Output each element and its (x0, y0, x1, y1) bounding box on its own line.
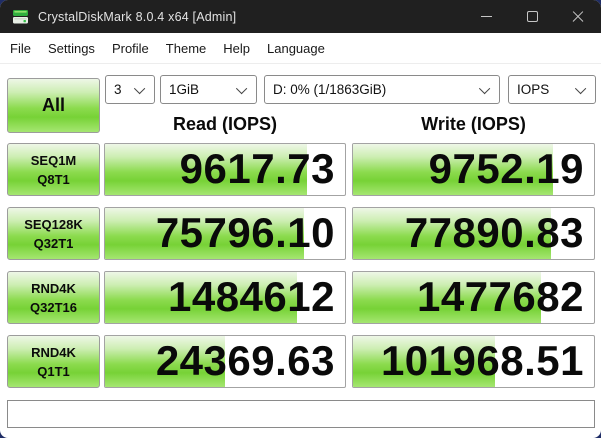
result-cell-write-rnd4k-q32t16: 1477682 (352, 271, 595, 324)
result-value: 77890.83 (404, 209, 584, 256)
maximize-button[interactable] (509, 0, 555, 33)
minimize-icon (480, 16, 492, 17)
title-bar[interactable]: CrystalDiskMark 8.0.4 x64 [Admin] (0, 0, 601, 33)
result-cell-write-seq128k: 77890.83 (352, 207, 595, 260)
result-bar (105, 336, 225, 387)
window-title: CrystalDiskMark 8.0.4 x64 [Admin] (38, 9, 237, 24)
test-size-value: 1GiB (169, 82, 200, 97)
result-value: 1484612 (167, 273, 335, 320)
comment-box[interactable] (7, 400, 595, 428)
target-drive-dropdown[interactable]: D: 0% (1/1863GiB) (264, 75, 500, 104)
result-bar (105, 272, 297, 323)
chevron-down-icon (478, 82, 491, 94)
app-icon (13, 10, 28, 24)
test-label-line1: RND4K (31, 344, 76, 360)
test-label-line2: Q8T1 (37, 171, 70, 187)
window-controls (463, 0, 601, 33)
unit-value: IOPS (517, 82, 550, 97)
test-label-line1: RND4K (31, 280, 76, 296)
menu-profile[interactable]: Profile (111, 40, 149, 56)
result-bar (353, 208, 551, 259)
write-column-header: Write (IOPS) (421, 114, 526, 134)
result-bar (353, 144, 554, 195)
unit-dropdown[interactable]: IOPS (508, 75, 596, 104)
test-size-dropdown[interactable]: 1GiB (160, 75, 257, 104)
result-cell-read-rnd4k-q1t1: 24369.63 (104, 335, 346, 388)
run-all-button[interactable]: All (7, 78, 100, 133)
read-column-header: Read (IOPS) (172, 114, 278, 134)
result-bar (353, 336, 496, 387)
target-drive-value: D: 0% (1/1863GiB) (273, 82, 387, 97)
chevron-down-icon (574, 82, 587, 94)
test-label-line1: SEQ1M (30, 152, 77, 168)
result-cell-read-seq128k: 75796.10 (104, 207, 346, 260)
menu-bar: File Settings Profile Theme Help Languag… (0, 33, 601, 64)
result-value: 24369.63 (155, 337, 335, 384)
chevron-down-icon (133, 82, 146, 94)
close-button[interactable] (555, 0, 601, 33)
test-count-value: 3 (114, 82, 122, 97)
result-cell-read-rnd4k-q32t16: 1484612 (104, 271, 346, 324)
test-count-dropdown[interactable]: 3 (105, 75, 155, 104)
result-cell-write-seq1m: 9752.19 (352, 143, 595, 196)
test-button-seq128k-q32t1[interactable]: SEQ128K Q32T1 (7, 207, 100, 260)
result-value: 101968.51 (380, 337, 584, 384)
menu-help[interactable]: Help (223, 40, 251, 56)
test-button-rnd4k-q1t1[interactable]: RND4K Q1T1 (7, 335, 100, 388)
result-bar (105, 144, 307, 195)
menu-settings[interactable]: Settings (47, 40, 95, 56)
maximize-icon (526, 11, 538, 22)
result-bar (105, 208, 305, 259)
minimize-button[interactable] (463, 0, 509, 33)
test-label-line1: SEQ128K (24, 216, 83, 232)
result-value: 75796.10 (155, 209, 335, 256)
test-label-line2: Q32T1 (33, 235, 74, 251)
result-value: 9752.19 (428, 145, 584, 192)
test-button-rnd4k-q32t16[interactable]: RND4K Q32T16 (7, 271, 100, 324)
result-bar (353, 272, 541, 323)
test-label-line2: Q32T16 (30, 299, 77, 315)
result-cell-read-seq1m: 9617.73 (104, 143, 346, 196)
chevron-down-icon (235, 82, 248, 94)
test-label-line2: Q1T1 (37, 363, 70, 379)
result-value: 1477682 (416, 273, 584, 320)
close-icon (572, 11, 584, 23)
run-all-label: All (41, 95, 65, 115)
test-button-seq1m-q8t1[interactable]: SEQ1M Q8T1 (7, 143, 100, 196)
menu-language[interactable]: Language (267, 40, 325, 56)
menu-file[interactable]: File (10, 40, 31, 56)
result-value: 9617.73 (179, 145, 335, 192)
menu-theme[interactable]: Theme (165, 40, 207, 56)
result-cell-write-rnd4k-q1t1: 101968.51 (352, 335, 595, 388)
